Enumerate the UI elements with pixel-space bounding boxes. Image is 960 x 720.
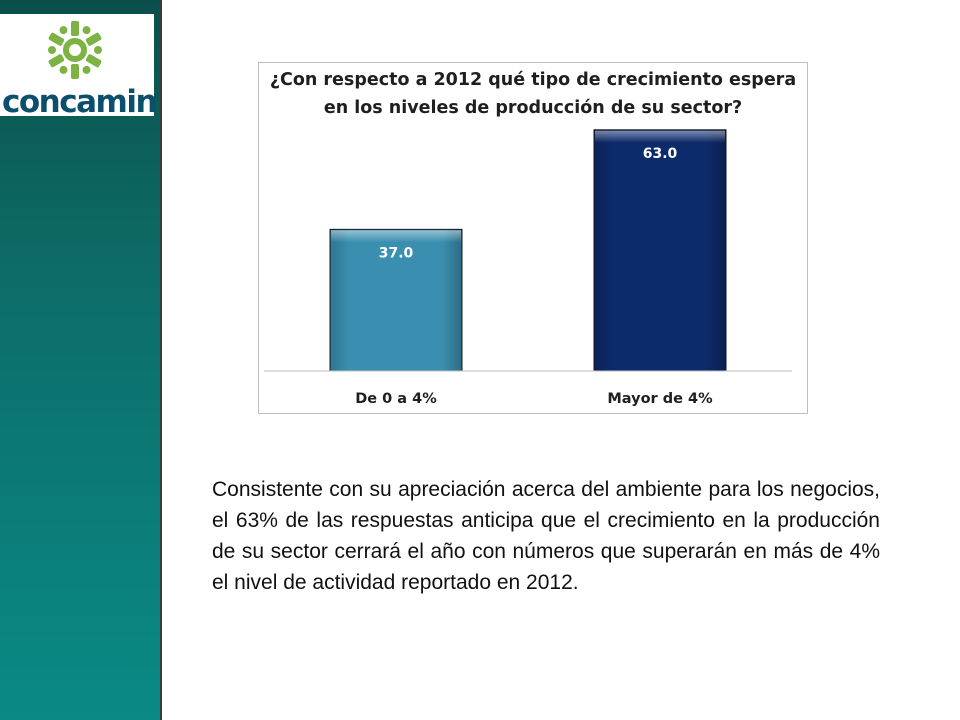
category-label-1: De 0 a 4% xyxy=(355,391,437,407)
chart-plot: 37.0 De 0 a 4% 63.0 Mayor de 4% xyxy=(264,129,792,407)
sidebar: concamin xyxy=(0,0,162,720)
bar-1 xyxy=(329,228,463,372)
logo: concamin xyxy=(0,14,158,120)
summary-text: Consistente con su apreciación acerca de… xyxy=(212,478,880,594)
data-label-1: 37.0 xyxy=(379,245,414,261)
logo-text: concamin xyxy=(2,84,158,120)
bar-2 xyxy=(593,129,727,372)
chart-title: ¿Con respecto a 2012 qué tipo de crecimi… xyxy=(269,70,797,118)
chart: 37.0 De 0 a 4% 63.0 Mayor de 4% ¿Con respec… xyxy=(258,62,808,414)
gear-star-icon xyxy=(48,21,102,79)
category-label-2: Mayor de 4% xyxy=(607,391,713,407)
data-label-2: 63.0 xyxy=(643,146,678,162)
